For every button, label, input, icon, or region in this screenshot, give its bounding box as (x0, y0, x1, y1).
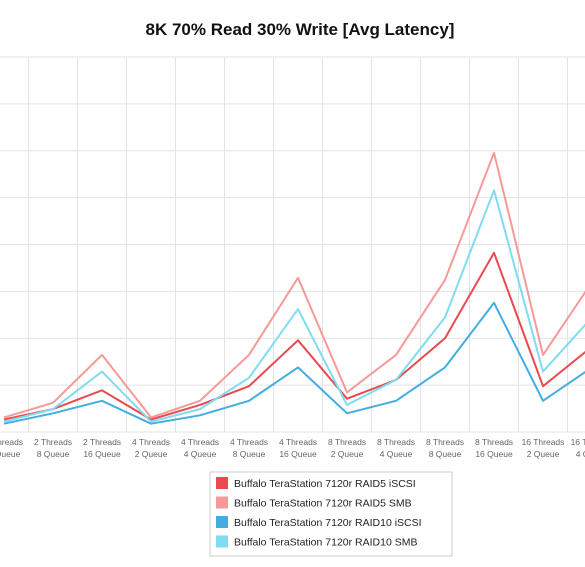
x-tick-label: 16 Threads (571, 437, 585, 447)
x-tick-label: 8 Queue (37, 449, 70, 459)
x-tick-label: 2 Queue (331, 449, 364, 459)
x-tick-label: 16 Queue (475, 449, 513, 459)
series-line-1 (3, 151, 585, 419)
series-line-2 (3, 301, 585, 425)
x-tick-label: 8 Threads (328, 437, 366, 447)
x-axis-tick-labels: 2 Threads 4 Queue 2 Threads 8 Queue 2 Thread… (0, 437, 585, 459)
x-tick-label: 16 Queue (83, 449, 121, 459)
x-tick-label: 8 Queue (233, 449, 266, 459)
x-tick-label: 4 Threads (132, 437, 170, 447)
legend[interactable]: Buffalo TeraStation 7120r RAID5 iSCSI Buf… (209, 471, 453, 557)
x-tick-label: 8 Threads (377, 437, 415, 447)
series-lines (3, 151, 585, 425)
legend-swatch (216, 496, 228, 509)
legend-box (209, 471, 453, 557)
legend-label[interactable]: Buffalo TeraStation 7120r RAID5 SMB (234, 498, 412, 510)
x-tick-label: 2 Threads (0, 437, 23, 447)
chart-title: 8K 70% Read 30% Write [Avg Latency] (146, 20, 455, 39)
legend-swatch (216, 535, 228, 548)
x-tick-label: 16 Threads (522, 437, 565, 447)
legend-swatch (216, 516, 228, 528)
legend-label[interactable]: Buffalo TeraStation 7120r RAID10 iSCSI (234, 517, 422, 529)
x-tick-label: 2 Queue (135, 449, 168, 459)
x-tick-label: 2 Queue (527, 449, 560, 459)
x-tick-label: 4 Queue (576, 449, 585, 459)
grid (0, 56, 585, 433)
legend-label[interactable]: Buffalo TeraStation 7120r RAID5 iSCSI (234, 478, 416, 490)
x-tick-label: 2 Threads (34, 437, 72, 447)
x-tick-label: 8 Queue (429, 449, 462, 459)
x-tick-label: 4 Queue (184, 449, 217, 459)
legend-swatch (216, 477, 228, 489)
legend-label[interactable]: Buffalo TeraStation 7120r RAID10 SMB (234, 537, 417, 549)
series-line-3 (3, 189, 585, 423)
x-tick-label: 4 Queue (0, 449, 21, 459)
x-tick-label: 4 Queue (380, 449, 413, 459)
x-tick-label: 4 Threads (279, 437, 317, 447)
x-tick-label: 4 Threads (181, 437, 219, 447)
series-line-0 (3, 251, 585, 421)
x-tick-label: 8 Threads (426, 437, 464, 447)
x-tick-label: 16 Queue (279, 449, 317, 459)
x-tick-label: 4 Threads (230, 437, 268, 447)
x-tick-label: 2 Threads (83, 437, 121, 447)
x-tick-label: 8 Threads (475, 437, 513, 447)
